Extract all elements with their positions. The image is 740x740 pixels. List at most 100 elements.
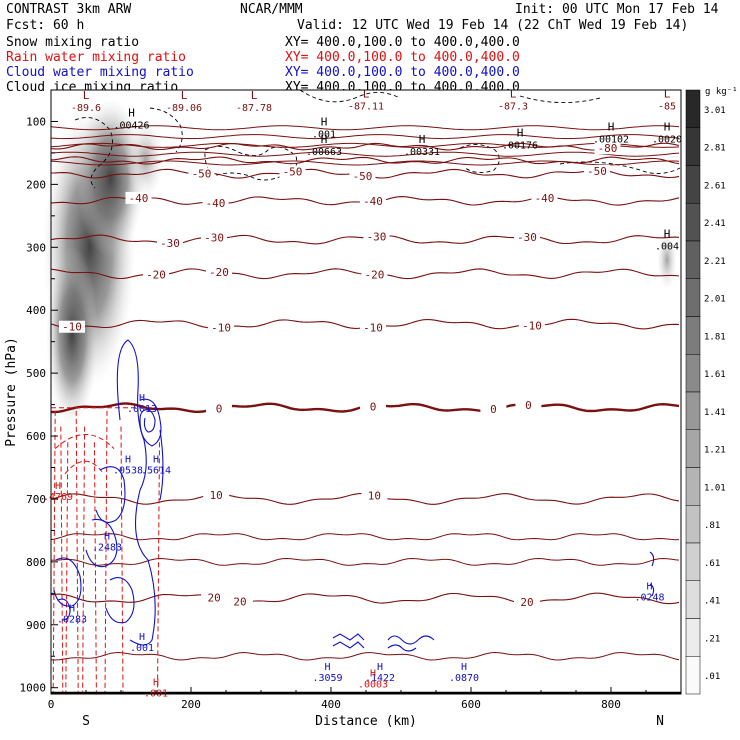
rain-contour-4: [82, 426, 86, 693]
org-title: NCAR/MMM: [240, 2, 303, 17]
extremum-value-7: .001: [312, 129, 336, 140]
temp-label--30-0: -30: [160, 237, 180, 250]
cloud-value-1: .0538: [113, 466, 143, 477]
temp-label-0-3: 0: [525, 399, 532, 412]
temp-label-bg: [59, 320, 85, 333]
colorbar-label-10: 1.01: [704, 483, 726, 493]
temp-contour-upper: [50, 134, 680, 140]
cloud-contour-9: [332, 633, 365, 641]
cloud-value-7: .1422: [365, 673, 395, 684]
temp-label-bg: [279, 165, 306, 178]
north-label: N: [656, 714, 664, 729]
extremum-marker-7: H: [321, 115, 328, 128]
temp-label-bg: [360, 195, 386, 208]
temp-label--20-2: -20: [364, 268, 384, 281]
colorbar-swatch-3: [685, 203, 701, 242]
ice-contour-2: [204, 146, 298, 181]
rain-arch: [54, 434, 115, 449]
cloud-marker-4: H: [69, 604, 75, 615]
cloud-contour-2: [143, 409, 156, 433]
temp-contour-extra: [50, 533, 680, 541]
cloud-value-2: .5614: [141, 466, 171, 477]
temp-contour-upper: [50, 160, 680, 166]
temp-label-bg: [202, 197, 229, 210]
colorbar: 3.01 2.81 2.61 2.41 2.21 2.01 1.81 1.61 1.41 1.21…: [685, 89, 726, 695]
rain-contour-8: [157, 442, 160, 693]
ice-contour-6: [559, 161, 681, 174]
temp-label--50-1: -50: [283, 165, 303, 178]
model-title: CONTRAST 3km ARW: [6, 2, 132, 17]
cloud-contour-10: [332, 641, 365, 649]
temp-label--10-0: -10: [62, 321, 82, 334]
y-tick-label-100: 100: [26, 115, 46, 128]
legend-rain-label: Rain water mixing ratio: [6, 50, 187, 65]
colorbar-swatch-1: [685, 127, 701, 166]
temp-label-bg: [531, 191, 558, 204]
x-tick-label-200: 200: [181, 698, 201, 711]
colorbar-unit: g kg⁻¹: [705, 87, 738, 97]
cloud-contour-8: [159, 429, 164, 501]
temp-contour--80: [50, 142, 680, 151]
colorbar-label-8: 1.41: [704, 408, 726, 418]
init-time: Init: 00 UTC Mon 17 Feb 14: [515, 2, 719, 17]
rain-contour-5: [93, 442, 97, 693]
temp-label-bg: [208, 321, 235, 334]
colorbar-swatch-2: [685, 165, 701, 204]
cloud-contour-1: [139, 398, 162, 447]
legend-snow-label: Snow mixing ratio: [6, 35, 140, 50]
temp-contour-20: [50, 592, 680, 605]
rain-contour-3: [75, 410, 79, 693]
temp-label--20-0: -20: [146, 268, 166, 281]
temp-label-bg: [206, 266, 232, 279]
colorbar-swatch-11: [685, 505, 701, 544]
temp-label-bg: [584, 164, 610, 177]
temp-label-bg: [125, 191, 152, 204]
temp-label-bg: [206, 402, 232, 415]
colorbar-swatch-12: [685, 542, 701, 581]
y-tick-label-700: 700: [26, 493, 46, 506]
colorbar-swatch-4: [685, 240, 701, 279]
extremum-value-13: .004: [655, 241, 679, 252]
legend-cloud-label: Cloud water mixing ratio: [6, 65, 194, 80]
extremum-value-11: .00102: [593, 134, 629, 145]
cloud-marker-1: H: [125, 455, 131, 466]
cloud-contour-0: [116, 339, 156, 646]
colorbar-label-1: 2.81: [704, 144, 726, 154]
ice-contour-1: [149, 107, 183, 153]
temp-label--40-1: -40: [206, 197, 226, 210]
cloud-contour-13: [649, 551, 655, 567]
colorbar-label-11: .81: [704, 521, 720, 531]
temp-label--40-0: -40: [129, 192, 149, 205]
temp-label--50-3: -50: [587, 165, 607, 178]
ice-contour-0: [74, 117, 113, 189]
extremum-marker-4: L: [510, 88, 517, 101]
temp-label--40-3: -40: [535, 192, 555, 205]
y-axis-label: Pressure (hPa): [4, 337, 19, 447]
cloud-value-6: .3059: [312, 673, 342, 684]
extremum-marker-0: L: [83, 89, 90, 102]
temp-label--10-2: -10: [363, 321, 383, 334]
y-tick-label-400: 400: [26, 304, 46, 317]
rain-marker-2: H: [153, 677, 159, 688]
rain-value-1: .0003: [358, 679, 388, 690]
extremum-marker-1: L: [181, 89, 188, 102]
rain-contour-6: [104, 410, 108, 693]
snow-secondary: [127, 119, 164, 200]
temp-label-bg: [361, 268, 388, 281]
cloud-marker-6: H: [324, 662, 330, 673]
y-tick-label-200: 200: [26, 178, 46, 191]
extremum-value-8: .00663: [306, 147, 342, 158]
y-tick-label-1000: 1000: [20, 682, 47, 695]
temp-label-bg: [188, 167, 215, 180]
temp-label--30-2: -30: [367, 230, 387, 243]
colorbar-label-4: 2.21: [704, 257, 726, 267]
colorbar-swatch-5: [685, 278, 701, 317]
cloud-water-contours: [53, 339, 655, 652]
colorbar-label-2: 2.61: [704, 181, 726, 191]
colorbar-swatch-8: [685, 391, 701, 430]
cloud-contour-6: [53, 557, 82, 607]
temp-label-bg: [349, 169, 376, 182]
extremum-value-2: -87.78: [236, 103, 272, 114]
extremum-marker-9: H: [419, 133, 426, 146]
